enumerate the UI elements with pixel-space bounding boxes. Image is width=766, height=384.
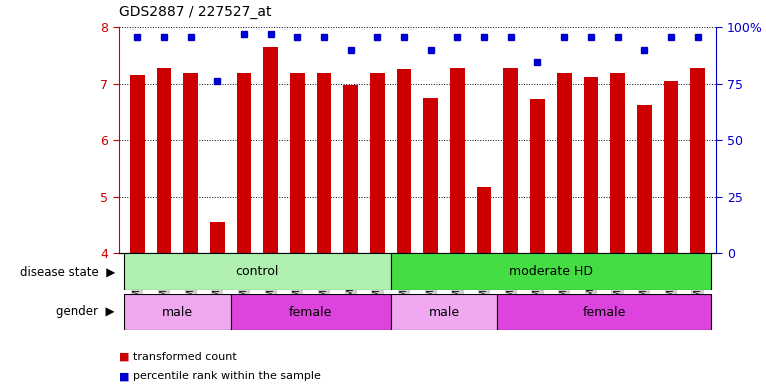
Text: male: male [162, 306, 193, 318]
Bar [584, 77, 598, 253]
Text: male: male [429, 306, 460, 318]
Text: percentile rank within the sample: percentile rank within the sample [133, 371, 320, 381]
Bar [290, 73, 305, 253]
Bar [450, 68, 465, 253]
Bar [130, 75, 145, 253]
Bar [637, 105, 652, 253]
Text: disease state  ▶: disease state ▶ [20, 265, 115, 278]
Text: gender  ▶: gender ▶ [57, 306, 115, 318]
Bar [124, 253, 391, 290]
Bar [343, 84, 358, 253]
Bar [557, 73, 571, 253]
Bar [397, 70, 411, 253]
Bar [530, 99, 545, 253]
Bar [611, 73, 625, 253]
Text: female: female [582, 306, 626, 318]
Bar [370, 73, 385, 253]
Text: ■: ■ [119, 352, 129, 362]
Bar [663, 81, 678, 253]
Bar [231, 294, 391, 330]
Bar [264, 47, 278, 253]
Bar [317, 73, 332, 253]
Bar [157, 68, 172, 253]
Bar [476, 187, 492, 253]
Bar [391, 294, 497, 330]
Text: control: control [236, 265, 279, 278]
Text: ■: ■ [119, 371, 129, 381]
Bar [183, 73, 198, 253]
Bar [124, 294, 231, 330]
Text: GDS2887 / 227527_at: GDS2887 / 227527_at [119, 5, 271, 19]
Text: moderate HD: moderate HD [509, 265, 593, 278]
Text: transformed count: transformed count [133, 352, 236, 362]
Bar [424, 98, 438, 253]
Bar [690, 68, 705, 253]
Bar [391, 253, 711, 290]
Bar [210, 222, 224, 253]
Bar [237, 73, 251, 253]
Text: female: female [289, 306, 332, 318]
Bar [497, 294, 711, 330]
Bar [503, 68, 518, 253]
